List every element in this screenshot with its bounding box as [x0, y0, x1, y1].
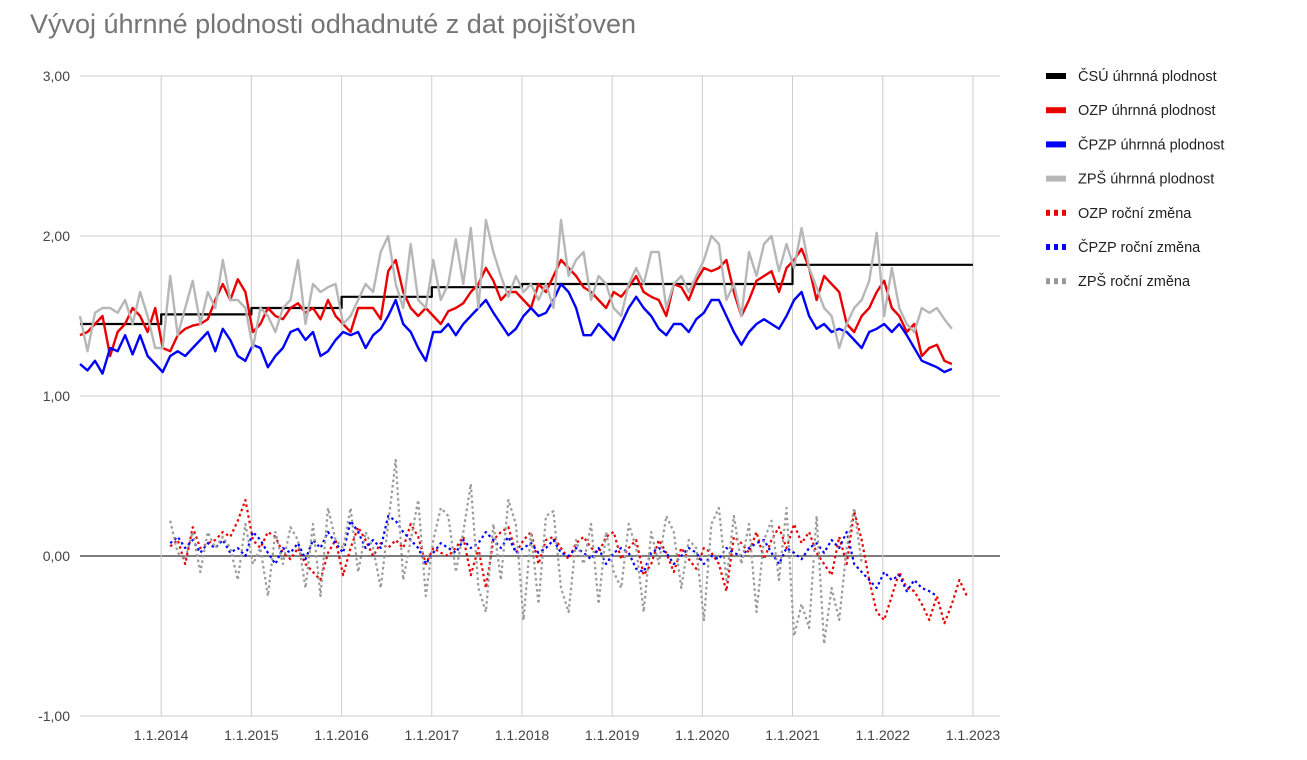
- x-tick-label: 1.1.2015: [224, 727, 279, 743]
- x-tick-label: 1.1.2017: [405, 727, 460, 743]
- legend-swatch-dot: [1062, 209, 1066, 216]
- x-tick-label: 1.1.2014: [134, 727, 189, 743]
- x-tick-label: 1.1.2018: [495, 727, 550, 743]
- legend-swatch-dot: [1054, 278, 1058, 285]
- y-axis: 3,00 2,00 1,00 0,00 -1,00: [38, 68, 70, 724]
- x-tick-label: 1.1.2021: [765, 727, 820, 743]
- legend-swatch-dot: [1054, 209, 1058, 216]
- chart-title: Vývoj úhrnné plodnosti odhadnuté z dat p…: [30, 9, 636, 39]
- series-line-1: [79, 247, 953, 366]
- legend-swatch-dot: [1062, 278, 1066, 285]
- y-tick-label: 1,00: [43, 388, 70, 404]
- legend-item[interactable]: ČSÚ úhrnná plodnost: [1046, 68, 1217, 85]
- legend[interactable]: ČSÚ úhrnná plodnost OZP úhrnná plodnost ČP…: [1046, 68, 1224, 290]
- legend-swatch-dot: [1046, 278, 1050, 285]
- legend-label: ZPŠ úhrnná plodnost: [1078, 171, 1214, 188]
- legend-item[interactable]: ZPŠ úhrnná plodnost: [1046, 171, 1214, 188]
- x-tick-label: 1.1.2023: [946, 727, 1001, 743]
- legend-item[interactable]: OZP roční změna: [1046, 206, 1192, 222]
- legend-item[interactable]: ČPZP úhrnná plodnost: [1046, 136, 1224, 153]
- legend-swatch-dot: [1054, 244, 1058, 250]
- x-tick-label: 1.1.2016: [314, 727, 369, 743]
- x-tick-label: 1.1.2020: [675, 727, 730, 743]
- series-line-2: [79, 282, 953, 375]
- legend-swatch: [1046, 73, 1066, 79]
- y-tick-label: 0,00: [43, 548, 70, 564]
- legend-item[interactable]: ZPŠ roční změna: [1046, 273, 1191, 290]
- legend-label: OZP roční změna: [1078, 206, 1192, 222]
- legend-swatch: [1046, 107, 1066, 114]
- x-tick-label: 1.1.2019: [585, 727, 640, 743]
- series-line-0: [80, 263, 973, 326]
- legend-swatch: [1046, 175, 1066, 182]
- grid: [80, 75, 1000, 717]
- legend-item[interactable]: ČPZP roční změna: [1046, 239, 1201, 256]
- y-tick-label: 3,00: [43, 68, 70, 84]
- legend-label: ČPZP roční změna: [1078, 239, 1201, 256]
- series-line-4: [169, 498, 968, 625]
- x-axis: 1.1.2014 1.1.2015 1.1.2016 1.1.2017 1.1.2018…: [134, 727, 1000, 743]
- legend-label: ZPŠ roční změna: [1078, 273, 1191, 290]
- series-line-3: [78, 218, 953, 353]
- legend-swatch: [1046, 141, 1066, 148]
- y-tick-label: -1,00: [38, 708, 70, 724]
- legend-swatch-dot: [1062, 244, 1066, 250]
- x-tick-label: 1.1.2022: [855, 727, 910, 743]
- legend-swatch-dot: [1046, 244, 1050, 250]
- series-group: [78, 218, 973, 646]
- legend-label: ČSÚ úhrnná plodnost: [1078, 68, 1217, 85]
- series-line-5: [169, 514, 938, 597]
- legend-label: ČPZP úhrnná plodnost: [1078, 136, 1224, 153]
- legend-item[interactable]: OZP úhrnná plodnost: [1046, 103, 1216, 119]
- y-tick-label: 2,00: [43, 228, 70, 244]
- legend-label: OZP úhrnná plodnost: [1078, 103, 1216, 119]
- legend-swatch-dot: [1046, 209, 1050, 216]
